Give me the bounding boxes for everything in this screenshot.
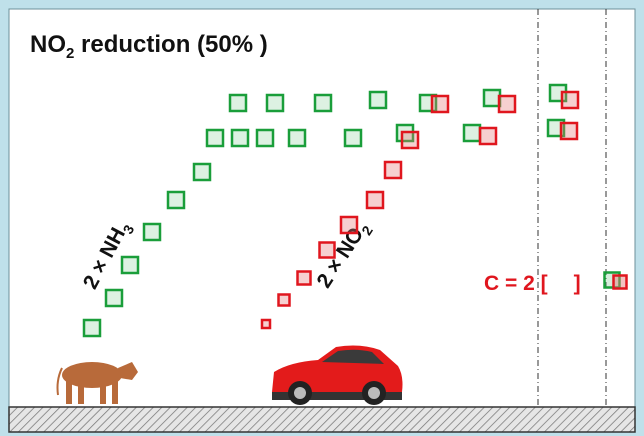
- note: C = 2 []: [484, 272, 581, 295]
- square: [482, 88, 502, 108]
- title-main: NO: [30, 31, 66, 58]
- square: [343, 128, 363, 148]
- square: [559, 121, 579, 141]
- square: [612, 274, 628, 290]
- square: [205, 128, 225, 148]
- square: [462, 123, 482, 143]
- square: [166, 190, 186, 210]
- note-text: C = 2 [: [484, 272, 548, 295]
- square: [339, 215, 359, 235]
- square: [368, 90, 388, 110]
- square: [478, 126, 498, 146]
- square: [230, 128, 250, 148]
- square: [82, 318, 102, 338]
- cow: [56, 362, 138, 404]
- square: [365, 190, 385, 210]
- square: [255, 128, 275, 148]
- square: [277, 293, 291, 307]
- panel: [8, 8, 636, 408]
- square: [318, 241, 336, 259]
- square: [313, 93, 333, 113]
- square: [265, 93, 285, 113]
- square: [400, 130, 420, 150]
- square: [104, 288, 124, 308]
- square: [260, 318, 272, 330]
- title: NO2 reduction (50% ): [30, 31, 268, 62]
- ground: [8, 406, 636, 433]
- square: [142, 222, 162, 242]
- square: [383, 160, 403, 180]
- square: [287, 128, 307, 148]
- title-rest: reduction (50% ): [74, 31, 267, 58]
- car: [272, 345, 403, 405]
- square: [120, 255, 140, 275]
- square: [296, 270, 312, 286]
- square: [430, 94, 450, 114]
- square: [560, 90, 580, 110]
- title-sub: 2: [66, 45, 74, 62]
- note-close: ]: [574, 272, 581, 295]
- square: [497, 94, 517, 114]
- square: [192, 162, 212, 182]
- squares: [82, 83, 628, 338]
- square: [228, 93, 248, 113]
